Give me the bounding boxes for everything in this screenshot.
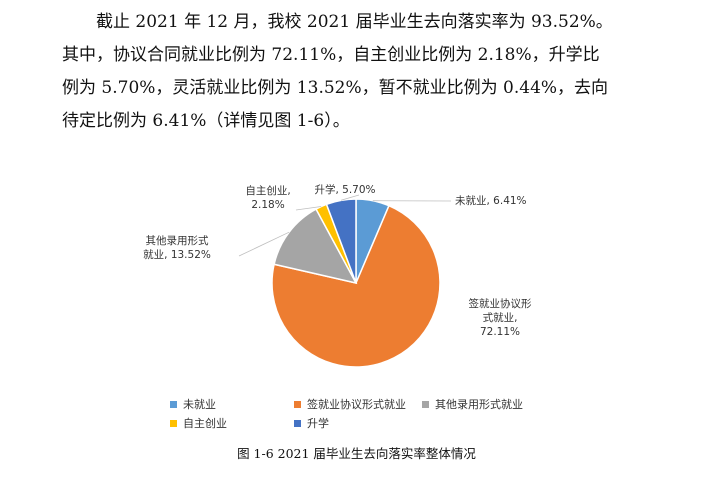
data-label-line: 签就业协议形 bbox=[468, 298, 532, 310]
legend-label: 自主创业 bbox=[183, 417, 227, 430]
legend-swatch bbox=[170, 419, 177, 427]
legend-swatch bbox=[294, 419, 301, 427]
paragraph-line: 例为 5.70%，灵活就业比例为 13.52%，暂不就业比例为 0.44%，去向 bbox=[62, 78, 609, 98]
data-label-unemployed: 未就业, 6.41% bbox=[455, 194, 527, 208]
paragraph-line: 其中，协议合同就业比例为 72.11%，自主创业比例为 2.18%，升学比 bbox=[62, 45, 600, 65]
legend-label: 未就业 bbox=[183, 398, 216, 411]
legend-item-self-employed: 自主创业 bbox=[170, 415, 227, 431]
legend-item-unemployed: 未就业 bbox=[170, 396, 216, 412]
legend-label: 签就业协议形式就业 bbox=[307, 398, 406, 411]
leader-line-further-study bbox=[340, 194, 360, 201]
legend-swatch bbox=[294, 400, 301, 408]
paragraph-line: 待定比例为 6.41%（详情见图 1-6）。 bbox=[62, 111, 350, 131]
data-label-line: 72.11% bbox=[479, 326, 521, 338]
leader-line-self-employed bbox=[295, 206, 322, 211]
data-label-other-employment: 其他录用形式 就业, 13.52% bbox=[127, 234, 227, 262]
legend-item-contract-employment: 签就业协议形式就业 bbox=[294, 396, 406, 412]
data-label-further-study: 升学, 5.70% bbox=[295, 183, 395, 197]
legend-swatch bbox=[170, 400, 177, 408]
data-label-self-employed: 自主创业, 2.18% bbox=[218, 184, 318, 212]
leader-line-other-employment bbox=[238, 231, 290, 257]
pie-slice-contract-employment bbox=[271, 204, 441, 368]
legend-swatch bbox=[422, 400, 429, 408]
data-label-line: 其他录用形式 bbox=[145, 235, 209, 247]
legend-label: 升学 bbox=[307, 417, 329, 430]
legend-label: 其他录用形式就业 bbox=[435, 398, 523, 411]
data-label-line: 未就业, 6.41% bbox=[455, 195, 527, 207]
data-label-line: 升学, 5.70% bbox=[314, 184, 376, 196]
pie-slice-other-employment bbox=[273, 208, 358, 285]
paragraph-line: 截止 2021 年 12 月，我校 2021 届毕业生去向落实率为 93.52%… bbox=[96, 12, 613, 32]
data-label-line: 2.18% bbox=[251, 199, 285, 211]
legend-item-other-employment: 其他录用形式就业 bbox=[422, 396, 523, 412]
data-label-contract-employment: 签就业协议形 式就业, 72.11% bbox=[450, 297, 550, 339]
figure-caption: 图 1-6 2021 届毕业生去向落实率整体情况 bbox=[237, 446, 476, 461]
data-label-line: 自主创业, bbox=[245, 185, 291, 197]
legend-item-further-study: 升学 bbox=[294, 415, 329, 431]
body-paragraph: 截止 2021 年 12 月，我校 2021 届毕业生去向落实率为 93.52%… bbox=[62, 6, 702, 138]
data-label-line: 式就业, bbox=[482, 312, 518, 324]
data-label-line: 就业, 13.52% bbox=[143, 249, 211, 261]
